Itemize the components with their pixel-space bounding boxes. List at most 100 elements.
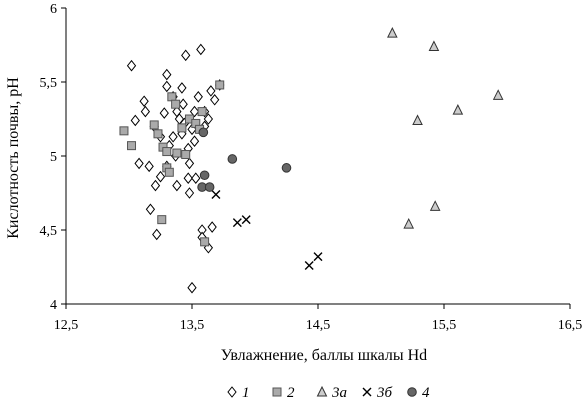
data-point (149, 120, 159, 130)
legend-label: 3а (331, 385, 347, 401)
data-point (492, 89, 504, 100)
series-1 (126, 43, 225, 294)
legend-marker (272, 387, 282, 397)
data-point (181, 150, 191, 160)
data-point (145, 203, 156, 216)
data-point (177, 82, 187, 94)
legend-item: 3б (362, 385, 393, 401)
legend-marker (227, 386, 237, 398)
data-point (184, 187, 195, 199)
data-point (452, 104, 464, 115)
legend-item: 3а (316, 385, 347, 401)
data-point (183, 172, 193, 185)
data-point (139, 95, 149, 108)
data-point (189, 105, 200, 118)
y-axis-label: Кислотность почвы, pH (5, 77, 22, 239)
data-point (215, 80, 225, 90)
data-point (126, 59, 137, 72)
data-point (181, 49, 191, 62)
data-point (199, 170, 210, 181)
legend: 1 2 3а 3б 4 (227, 385, 430, 401)
y-tick-label: 4 (50, 298, 57, 313)
data-point (210, 93, 220, 106)
legend-label: 4 (422, 385, 430, 401)
data-point (200, 237, 210, 247)
data-point (204, 182, 215, 192)
data-point (206, 85, 216, 97)
y-tick-label: 5,5 (40, 76, 58, 91)
data-point (172, 179, 182, 192)
series-3б (211, 189, 323, 271)
x-tick-label: 16,5 (558, 318, 583, 333)
data-point (168, 130, 178, 143)
legend-marker (316, 385, 328, 397)
legend-item: 2 (272, 385, 295, 401)
legend-marker (407, 387, 417, 397)
data-point (232, 218, 242, 228)
data-point (211, 189, 221, 199)
data-point (167, 92, 177, 102)
data-point (159, 107, 169, 119)
data-points (119, 27, 504, 294)
data-point (198, 127, 209, 138)
data-point (403, 217, 415, 229)
axes: 12,5 13,5 14,5 15,5 16,5 4 4,5 5 5,5 6 (40, 2, 583, 333)
legend-marker (362, 387, 372, 397)
data-point (203, 113, 214, 125)
legend-item: 4 (407, 385, 430, 401)
data-point (155, 170, 166, 183)
data-point (189, 135, 200, 148)
data-point (162, 147, 172, 157)
y-tick-label: 5 (50, 150, 57, 165)
data-point (164, 167, 174, 177)
data-point (162, 80, 172, 93)
data-point (227, 154, 238, 164)
series-3а (387, 27, 504, 229)
data-point (178, 98, 188, 111)
data-point (153, 129, 163, 139)
data-point (412, 114, 423, 125)
legend-item: 1 (227, 385, 250, 401)
data-point (130, 114, 140, 127)
data-point (304, 261, 314, 271)
data-point (241, 215, 251, 225)
x-tick-label: 15,5 (432, 318, 457, 333)
data-point (281, 163, 292, 173)
data-point (184, 157, 195, 170)
data-point (171, 99, 181, 109)
y-tick-label: 4,5 (40, 224, 58, 239)
series-4 (197, 127, 292, 192)
legend-label: 1 (242, 385, 250, 401)
data-point (140, 105, 151, 118)
data-point (150, 179, 161, 192)
data-point (428, 40, 440, 51)
data-point (429, 200, 441, 211)
x-axis-label: Увлажнение, баллы шкалы Hd (221, 347, 427, 364)
data-point (187, 281, 197, 294)
data-point (172, 148, 182, 158)
data-point (196, 43, 206, 56)
legend-label: 3б (376, 385, 393, 401)
x-tick-label: 13,5 (180, 318, 205, 333)
x-tick-label: 14,5 (306, 318, 331, 333)
data-point (191, 172, 201, 185)
data-point (197, 107, 207, 117)
x-tick-label: 12,5 (54, 318, 79, 333)
legend-label: 2 (287, 385, 295, 401)
data-point (162, 68, 172, 81)
axis-labels: Увлажнение, баллы шкалы Hd Кислотность п… (5, 77, 427, 364)
series-2 (119, 80, 225, 247)
data-point (207, 221, 217, 233)
data-point (157, 215, 167, 225)
data-point (177, 123, 187, 133)
data-point (313, 252, 323, 262)
data-point (127, 141, 137, 151)
data-point (134, 157, 144, 170)
data-point (193, 90, 203, 103)
data-point (152, 228, 162, 241)
y-tick-label: 6 (50, 2, 57, 17)
data-point (119, 126, 129, 136)
data-point (144, 160, 154, 173)
data-point (387, 27, 398, 38)
